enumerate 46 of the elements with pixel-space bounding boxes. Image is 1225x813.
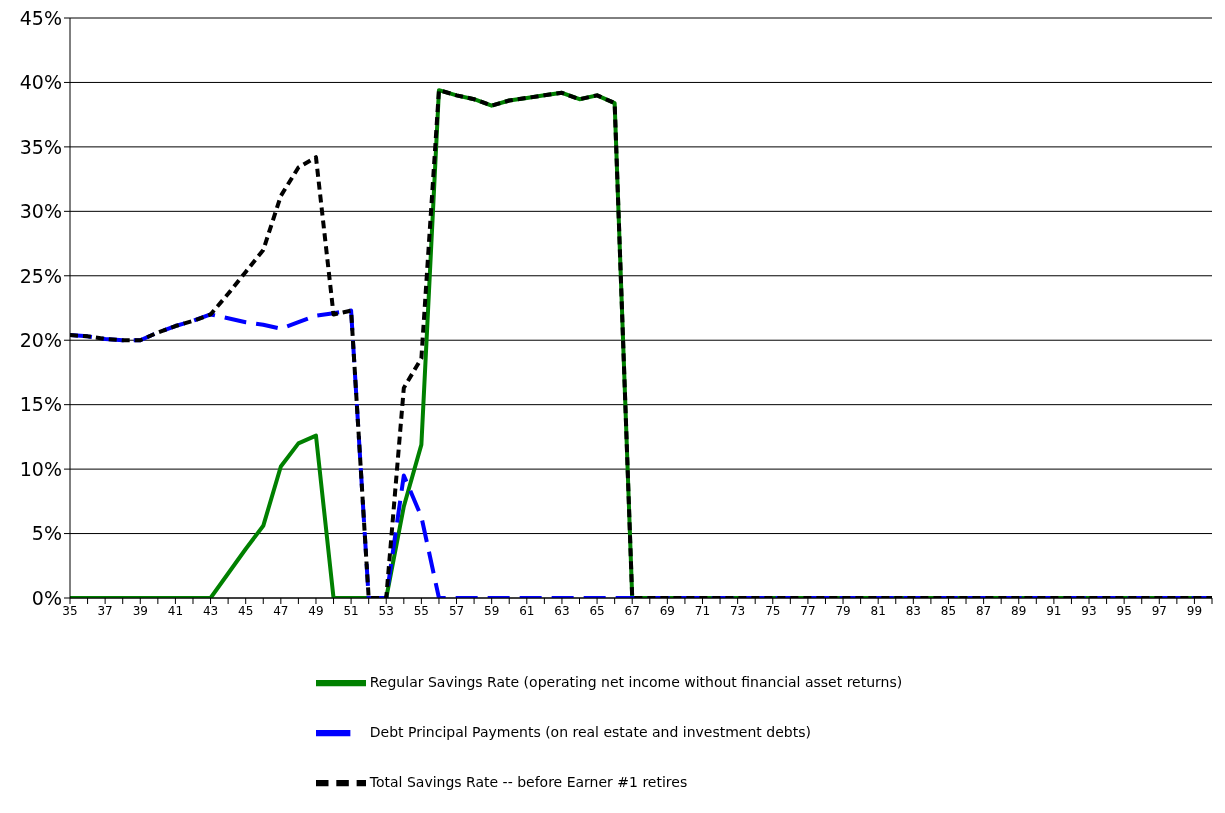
x-tick-label: 67	[624, 603, 640, 618]
legend-label: Total Savings Rate -- before Earner #1 retires	[369, 774, 688, 790]
x-tick-label: 51	[343, 603, 359, 618]
y-tick-label: 25%	[19, 264, 62, 287]
legend-label: Regular Savings Rate (operating net income without financial asset returns)	[369, 674, 903, 690]
y-tick-label: 30%	[19, 200, 62, 223]
x-tick-label: 63	[554, 603, 570, 618]
x-tick-label: 39	[132, 603, 148, 618]
y-tick-label: 35%	[19, 135, 62, 158]
x-tick-label: 75	[765, 603, 781, 618]
x-tick-label: 57	[448, 603, 465, 618]
x-tick-label: 81	[870, 603, 886, 618]
x-tick-label: 49	[308, 603, 324, 618]
x-tick-label: 41	[167, 603, 184, 618]
x-tick-label: 47	[273, 603, 289, 618]
x-tick-label: 65	[589, 603, 605, 618]
x-tick-label: 77	[800, 603, 816, 618]
x-tick-label: 99	[1186, 603, 1203, 618]
x-tick-label: 87	[975, 603, 992, 618]
x-tick-label: 83	[905, 603, 921, 618]
y-tick-label: 20%	[19, 328, 62, 351]
x-tick-label: 85	[940, 603, 957, 618]
y-tick-label: 45%	[19, 6, 62, 29]
y-tick-label: 10%	[19, 457, 62, 480]
y-tick-label: 0%	[31, 586, 62, 609]
x-tick-label: 73	[729, 603, 746, 618]
legend-label: Debt Principal Payments (on real estate and investment debts)	[369, 724, 811, 740]
x-tick-label: 45	[238, 603, 254, 618]
x-tick-label: 37	[97, 603, 113, 618]
x-tick-label: 93	[1081, 603, 1097, 618]
x-tick-label: 61	[519, 603, 535, 618]
x-tick-label: 97	[1151, 603, 1167, 618]
y-tick-label: 15%	[19, 393, 62, 416]
x-tick-label: 35	[62, 603, 78, 618]
x-tick-label: 53	[378, 603, 394, 618]
x-tick-label: 95	[1116, 603, 1132, 618]
x-tick-label: 71	[694, 603, 711, 618]
x-tick-label: 43	[202, 603, 219, 618]
y-tick-label: 5%	[31, 522, 62, 545]
x-tick-label: 59	[484, 603, 500, 618]
x-tick-label: 55	[413, 603, 430, 618]
x-tick-label: 79	[835, 603, 851, 618]
x-tick-label: 91	[1046, 603, 1062, 618]
x-tick-label: 89	[1011, 603, 1027, 618]
y-tick-label: 40%	[19, 71, 62, 94]
x-tick-label: 69	[659, 603, 675, 618]
